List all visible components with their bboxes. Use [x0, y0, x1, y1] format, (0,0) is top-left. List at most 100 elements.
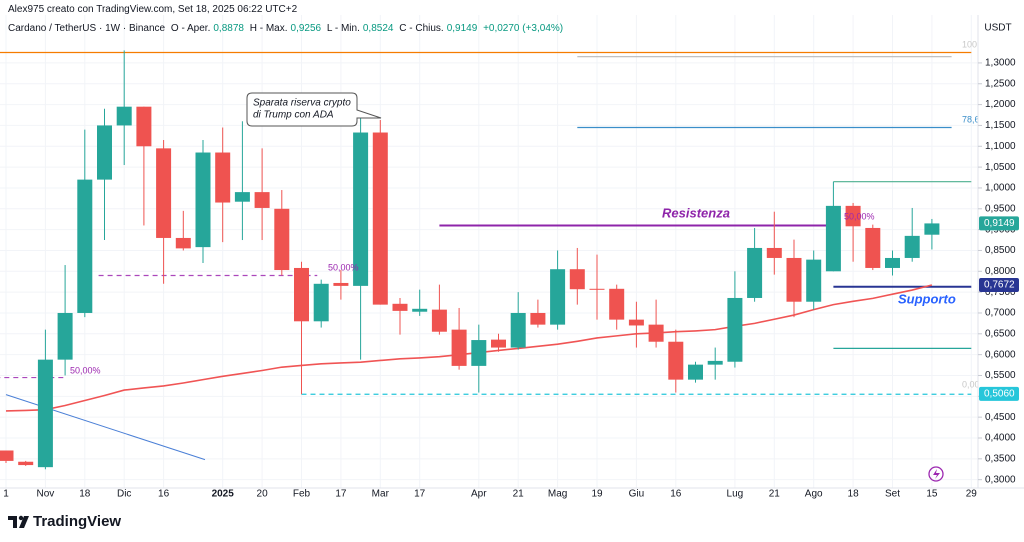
y-axis-unit: USDT [984, 23, 1011, 34]
annotation: Resistenza [662, 205, 730, 220]
icon [928, 466, 944, 482]
y-tick-label: 0,9500 [985, 203, 1016, 214]
candle-body [609, 288, 625, 320]
candle-body [18, 461, 34, 466]
x-tick-label: 16 [158, 489, 170, 500]
x-tick-label: 1 [3, 489, 9, 500]
header-title: Alex975 creato con TradingView.com, Set … [8, 4, 298, 15]
x-tick-label: 21 [513, 489, 525, 500]
candle-body [747, 247, 763, 298]
candle-body [806, 259, 822, 302]
x-tick-label: Feb [293, 489, 311, 500]
annotation: 50,00% [70, 365, 101, 375]
price-label-box [979, 277, 1019, 292]
candle-body [471, 340, 487, 366]
price-label: 0,9149 [984, 218, 1015, 229]
x-tick-label: 20 [257, 489, 269, 500]
y-tick-label: 1,0000 [985, 183, 1016, 194]
candle-body [77, 179, 93, 313]
annotation: Supporto [898, 291, 956, 306]
candle-body [57, 312, 73, 360]
x-tick-label: 18 [79, 489, 91, 500]
x-tick-label: Ago [805, 489, 823, 500]
candle-body [648, 324, 664, 342]
candle-body [924, 223, 940, 235]
y-tick-label: 1,1000 [985, 141, 1016, 152]
x-tick-label: Lug [727, 489, 744, 500]
candle-body [766, 247, 782, 258]
candle-body [372, 132, 388, 305]
candle-body [451, 329, 467, 366]
x-tick-label: Apr [471, 489, 487, 500]
x-tick-label: Mag [548, 489, 567, 500]
y-tick-label: 0,8000 [985, 266, 1016, 277]
price-label-box [979, 216, 1019, 231]
y-tick-label: 1,1500 [985, 120, 1016, 131]
x-tick-label: 29 [966, 489, 978, 500]
icon [933, 469, 940, 479]
y-tick-label: 1,3000 [985, 58, 1016, 69]
y-tick-label: 0,6500 [985, 328, 1016, 339]
candle-body [825, 205, 841, 272]
candle-body [313, 283, 329, 322]
candle-body [885, 257, 900, 268]
annotation: 100 [962, 39, 977, 49]
annotation: 0,00 [962, 379, 980, 389]
ohlc-value: 0,9149 [446, 23, 478, 34]
candle-body [0, 450, 14, 461]
x-tick-label: 17 [414, 489, 426, 500]
symbol: Cardano / TetherUS · 1W · Binance [8, 23, 166, 34]
candle-body [569, 269, 585, 290]
x-tick-label: 2025 [212, 489, 235, 500]
y-tick-label: 0,6000 [985, 349, 1016, 360]
y-tick-label: 0,3500 [985, 453, 1016, 464]
y-tick-label: 0,5500 [985, 370, 1016, 381]
ohlc-label: C - Chius. [399, 23, 444, 34]
x-tick-label: 21 [769, 489, 781, 500]
candle-body [707, 360, 723, 365]
candle-body [136, 106, 152, 147]
callout: Sparata riserva crypto di Trump con ADA [246, 92, 382, 127]
candle-body [431, 309, 447, 332]
y-tick-label: 1,2000 [985, 99, 1016, 110]
x-tick-label: 17 [335, 489, 347, 500]
candle-body [37, 359, 53, 468]
candle-body [97, 125, 112, 180]
candle-body [904, 235, 920, 258]
candle-body [234, 192, 250, 202]
candle-body [530, 312, 546, 325]
ohlc-legend: Cardano / TetherUS · 1W · Binance O - Ap… [8, 23, 566, 34]
candle-body [865, 227, 881, 268]
candle-body [491, 339, 506, 348]
ohlc-label: O - Aper. [170, 23, 211, 34]
candle-body [294, 267, 309, 322]
candle-body [688, 364, 703, 380]
logo-icon [19, 516, 29, 528]
x-tick-label: Mar [372, 489, 390, 500]
x-tick-label: Nov [37, 489, 55, 500]
candle-body [353, 132, 369, 286]
candle-body [116, 106, 132, 126]
price-label: 0,7672 [984, 280, 1015, 291]
ohlc-value: 0,8878 [213, 23, 244, 34]
price-label: 0,5060 [984, 388, 1015, 399]
candle-body [156, 148, 172, 238]
candle-body [668, 341, 684, 380]
y-tick-label: 0,4000 [985, 433, 1016, 444]
candle-body [550, 269, 566, 325]
candle-body [333, 282, 349, 286]
y-tick-label: 0,4500 [985, 412, 1016, 423]
candle-body [628, 319, 644, 326]
ohlc-change: +0,0270 (+3,04%) [483, 23, 564, 34]
callout-text: Sparata riserva crypto [253, 98, 351, 109]
candle-body [175, 237, 191, 249]
candle-body [412, 308, 428, 312]
ohlc-label: L - Min. [326, 23, 360, 34]
plot-area: Resistenza Supporto 50,00% 50,00% 50,00% 78,6… [0, 39, 980, 470]
x-tick-label: 18 [848, 489, 860, 500]
y-tick-label: 0,8500 [985, 245, 1016, 256]
ohlc-label: H - Max. [249, 23, 288, 34]
y-tick-label: 0,3000 [985, 474, 1016, 485]
